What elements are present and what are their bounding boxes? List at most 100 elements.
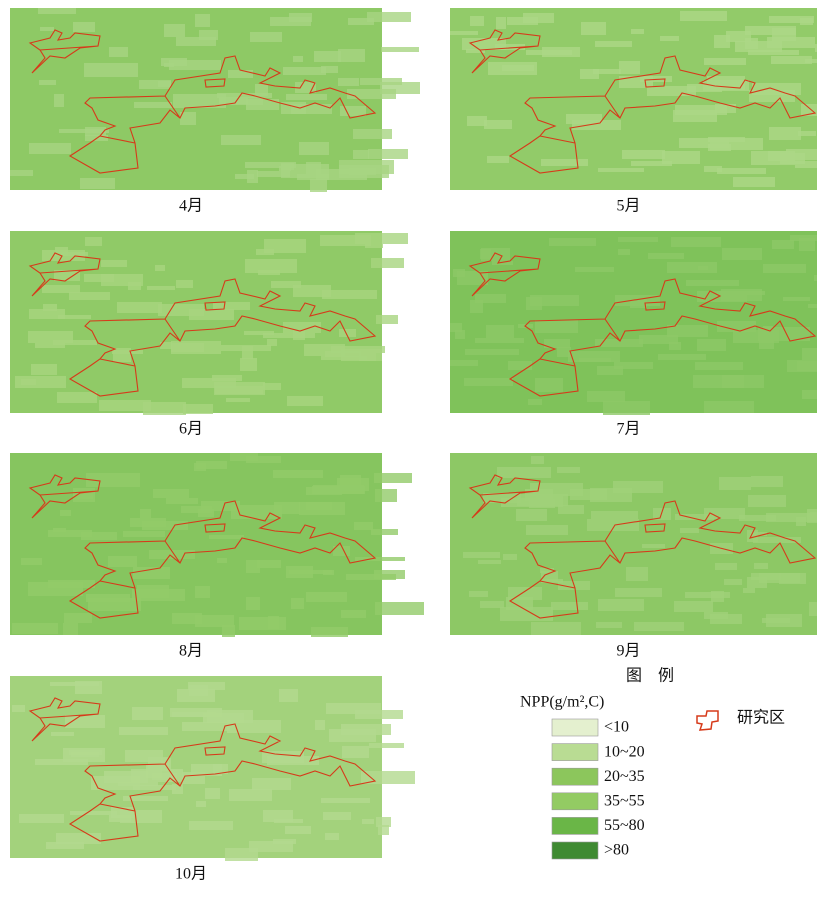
map-patch xyxy=(304,344,345,356)
map-patch xyxy=(125,750,163,762)
map-patch xyxy=(799,238,815,251)
map-patch xyxy=(140,509,151,518)
map-patch xyxy=(274,819,303,823)
map-patch xyxy=(535,378,563,392)
map-patch xyxy=(575,267,614,272)
map-patch xyxy=(12,623,58,634)
legend-swatch xyxy=(552,768,598,785)
map-patch xyxy=(113,348,131,362)
legend-npp-title: NPP(g/m²,C) xyxy=(520,694,604,711)
map-patch xyxy=(293,56,303,62)
map-patch xyxy=(715,563,737,570)
map-patch xyxy=(346,574,396,580)
map-patch xyxy=(29,143,71,154)
map-patch xyxy=(450,323,462,332)
map-patch xyxy=(528,399,542,405)
map-patch xyxy=(488,62,537,75)
map-patch xyxy=(196,801,206,807)
map-patch xyxy=(492,261,513,265)
map-patch xyxy=(164,63,174,67)
map-patch xyxy=(496,17,506,29)
map-patch xyxy=(99,400,151,411)
map-patch xyxy=(286,94,327,100)
map-patch xyxy=(195,615,234,627)
map-patch xyxy=(217,558,227,563)
map-patch xyxy=(648,253,684,259)
panel-label: 10月 xyxy=(175,866,207,883)
map-patch xyxy=(751,476,783,487)
map-patch xyxy=(531,456,544,464)
map-patch xyxy=(130,518,166,527)
map-patch xyxy=(101,260,127,267)
map-patch xyxy=(257,560,281,568)
map-patch xyxy=(172,712,216,717)
map-patch xyxy=(273,839,296,844)
map-patch xyxy=(281,164,329,178)
legend-label: 35~55 xyxy=(604,792,645,809)
map-patch xyxy=(631,161,672,166)
legend-label: 20~35 xyxy=(604,768,645,785)
map-patch xyxy=(56,833,101,844)
map-patch xyxy=(615,588,662,597)
map-patch xyxy=(250,32,282,42)
map-background xyxy=(10,453,382,635)
map-patch xyxy=(60,510,71,516)
map-patch xyxy=(481,248,510,261)
map-patch xyxy=(768,151,787,161)
map-patch xyxy=(155,265,165,271)
figure: 图 例 NPP(g/m²,C) 研究区 4月5月6月7月8月9月10月<1010… xyxy=(0,0,817,903)
map-patch xyxy=(283,67,326,75)
map-patch xyxy=(227,720,281,733)
map-patch xyxy=(69,750,102,755)
map-patch xyxy=(263,383,281,390)
map-patch xyxy=(687,84,722,92)
map-patch xyxy=(246,560,260,573)
map-patch xyxy=(735,41,782,52)
map-patch xyxy=(158,304,204,316)
map-patch xyxy=(759,340,774,349)
map-patch xyxy=(299,502,345,515)
map-patch xyxy=(176,280,193,288)
map-patch xyxy=(478,560,501,564)
map-patch xyxy=(626,567,648,581)
map-patch xyxy=(783,297,810,301)
map-patch xyxy=(733,177,775,187)
legend-swatch xyxy=(552,793,598,810)
legend-label: >80 xyxy=(604,842,629,859)
map-patch xyxy=(772,240,794,249)
map-patch xyxy=(235,174,254,179)
map-patch xyxy=(182,722,230,731)
map-panel xyxy=(450,453,817,635)
map-patch xyxy=(321,798,370,803)
legend-swatch xyxy=(552,744,598,761)
map-patch xyxy=(779,573,806,584)
map-patch xyxy=(465,349,519,355)
map-patch xyxy=(353,129,392,139)
map-patch xyxy=(64,613,92,623)
map-patch xyxy=(769,127,801,140)
map-patch xyxy=(70,811,117,815)
map-patch xyxy=(311,627,348,637)
map-patch xyxy=(642,544,665,548)
map-patch xyxy=(704,401,754,413)
map-patch xyxy=(763,264,806,273)
map-patch xyxy=(614,362,653,369)
map-patch xyxy=(166,498,198,504)
map-patch xyxy=(484,120,512,129)
map-patch xyxy=(325,833,339,840)
map-patch xyxy=(291,598,304,609)
map-patch xyxy=(117,302,162,313)
map-patch xyxy=(697,339,726,351)
map-patch xyxy=(359,353,376,361)
map-patch xyxy=(314,51,341,62)
map-patch xyxy=(619,61,640,74)
map-patch xyxy=(374,473,412,483)
map-patch xyxy=(743,588,755,593)
map-patch xyxy=(199,30,218,40)
map-patch xyxy=(181,506,212,513)
map-patch xyxy=(753,537,801,543)
map-patch xyxy=(229,789,272,801)
map-patch xyxy=(226,398,250,402)
map-patch xyxy=(486,325,514,338)
map-patch xyxy=(48,580,95,588)
